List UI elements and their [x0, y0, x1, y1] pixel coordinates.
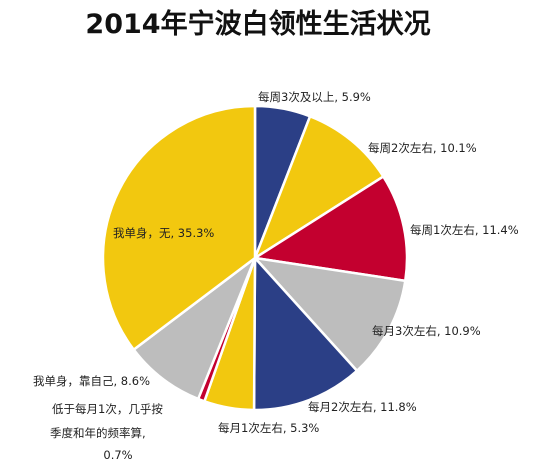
label-less-than-monthly-line1: 低于每月1次，几乎按 [52, 402, 163, 416]
chart-title: 2014年宁波白领性生活状况 [85, 8, 430, 40]
label-less-than-monthly-line2: 季度和年的频率算, [50, 426, 146, 440]
slice-labels: 每周3次及以上, 5.9% 每周2次左右, 10.1% 每周1次左右, 11.4… [33, 90, 519, 462]
label-monthly-2: 每月2次左右, 11.8% [308, 400, 417, 414]
label-monthly-3: 每月3次左右, 10.9% [372, 324, 481, 338]
label-weekly-3plus: 每周3次及以上, 5.9% [258, 90, 371, 104]
label-single-none: 我单身，无, 35.3% [113, 226, 214, 240]
label-weekly-1: 每周1次左右, 11.4% [410, 223, 519, 237]
pie-slice-4 [252, 256, 359, 412]
pie-slice-8 [101, 104, 257, 351]
label-single-self: 我单身，靠自己, 8.6% [33, 374, 150, 388]
pie-slice-3 [253, 256, 407, 372]
label-monthly-1: 每月1次左右, 5.3% [218, 421, 319, 435]
label-less-than-monthly-line3: 0.7% [103, 448, 132, 462]
pie-slice-2 [253, 175, 409, 283]
pie-slices [101, 104, 409, 412]
pie-slice-1 [253, 115, 385, 260]
label-weekly-2: 每周2次左右, 10.1% [368, 141, 477, 155]
